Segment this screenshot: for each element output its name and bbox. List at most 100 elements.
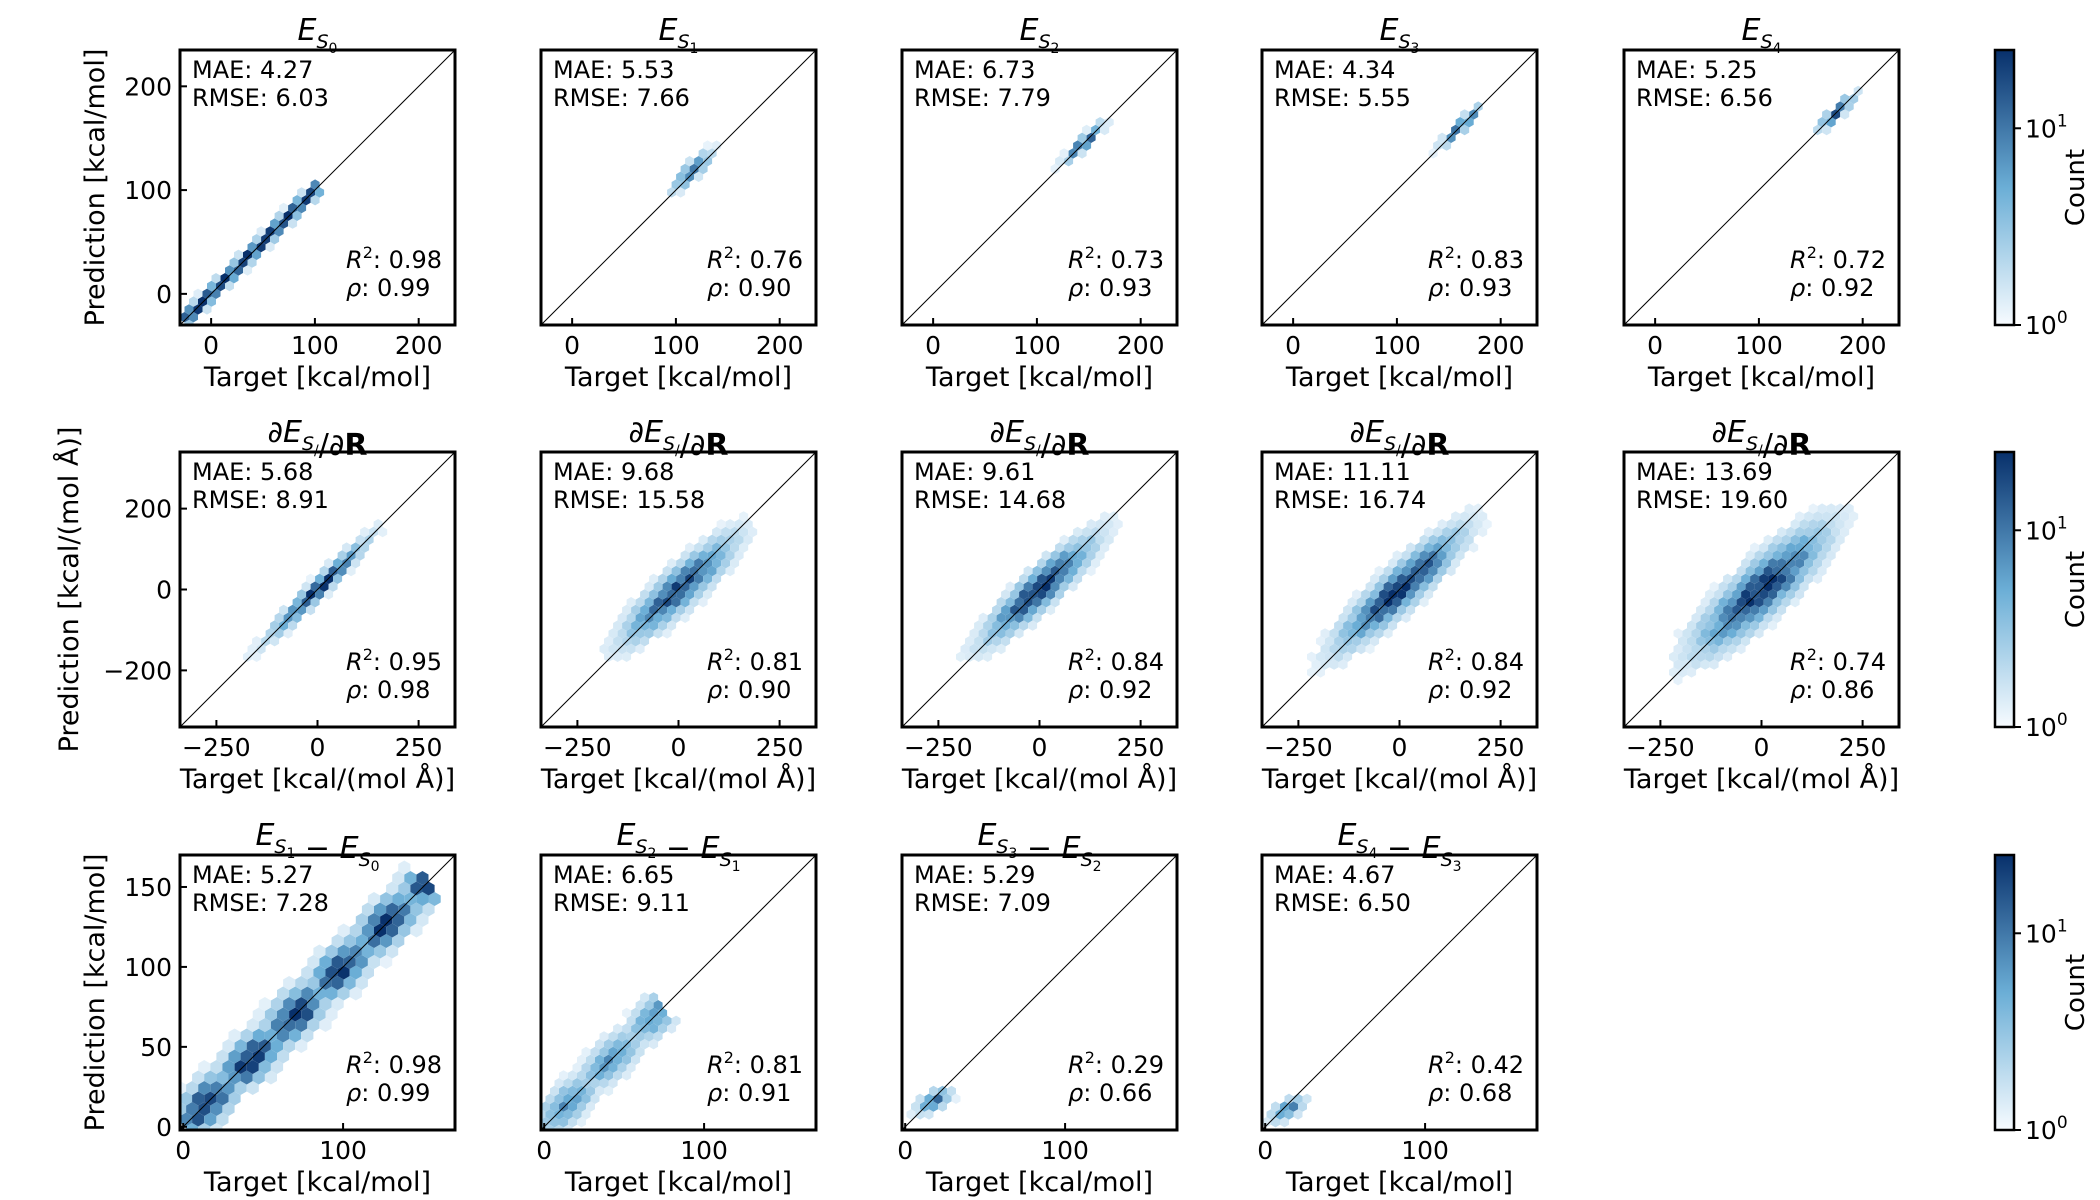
colorbar-gradient [1993,853,2016,1132]
hexbin-cell [380,892,393,906]
hexbin-cell [331,955,344,969]
hexbin-cell [1424,526,1434,538]
hexbin-cell [1723,589,1733,600]
hexbin-cell [1714,636,1724,647]
hexbin-cell [671,597,681,608]
hexbin-cell [640,992,650,1003]
hexbin-cell [392,892,405,906]
hexbin-cell [331,976,344,990]
hexbin-cell [1813,511,1823,522]
hexbin-cell [586,1085,595,1097]
hexbin-cell [252,1070,265,1085]
hexbin-cell [1772,565,1782,577]
hexbin-cell [1374,597,1384,608]
panel-title: ES4 [1742,13,1782,57]
hexbin-cell [1822,526,1832,538]
hexbin-cell [1745,612,1755,623]
hexbin-cell [1844,503,1854,514]
hexbin-cell [386,923,399,938]
hexbin-cell [367,913,381,927]
hexbin-cell [613,1039,623,1050]
hexbin-cell [315,187,325,198]
hexbin-cell [1019,589,1029,600]
hexbin-cell [1777,542,1787,553]
hexbin-cell [635,1046,645,1058]
colorbar-tick-label: 100 [2025,1113,2068,1145]
rmse-label: RMSE: 7.79 [914,84,1051,112]
hexbin-cell [1383,565,1393,577]
hexbin-cell [1109,511,1119,522]
panel-title: ES0 [298,13,338,57]
colorbar-gradient [1993,450,2016,729]
hexbin-cell [256,643,266,655]
hexbin-cell [1068,581,1078,592]
x-tick-label: 100 [652,331,700,360]
hexbin-cell [974,620,984,631]
hexbin-cell [1046,589,1056,600]
hexbin-cell [283,997,296,1011]
hexbin-cell [1316,636,1325,647]
hexbin-cell [1037,589,1047,600]
hexbin-cell [725,550,735,561]
hexbin-cell [1700,628,1710,639]
hexbin-cell [680,612,690,623]
hexbin-cell [559,1070,568,1081]
hexbin-cell [608,1031,618,1042]
hexbin-cell [1478,526,1488,538]
hexbin-cell [292,612,302,623]
hexbin-cell [1473,519,1483,530]
hexbin-cell [1808,519,1818,530]
hexbin-cell [644,1031,654,1042]
hexbin-cell [599,643,609,655]
hexbin-cell [1032,597,1042,608]
r2-label: R2: 0.98 [346,243,442,274]
hexbin-cell [1424,542,1434,553]
hexbin-cell [1790,534,1800,545]
y-axis-label: Prediction [kcal/(mol Å)] [53,427,85,753]
hexbin-cell [1077,132,1087,143]
rho-label: ρ: 0.86 [1790,676,1874,704]
hexbin-cell [685,558,695,569]
hexbin-cell [256,241,266,253]
hexbin-cell [289,1028,302,1043]
rho-label: ρ: 0.93 [1068,274,1152,302]
hexbin-cell [1460,526,1470,538]
x-axis-label: Target [kcal/(mol Å)] [179,763,455,795]
rho-label: ρ: 0.99 [346,1079,430,1107]
hexbin-cell [604,636,614,647]
hexbin-cell [1840,109,1850,120]
x-tick-label: −250 [904,733,973,762]
hexbin-cell [694,589,704,600]
hexbin-cell [915,1109,925,1120]
hexbin-cell [703,573,713,584]
rho-label: ρ: 0.92 [1790,274,1874,302]
hexbin-cell [351,542,361,553]
rmse-label: RMSE: 9.11 [553,889,690,917]
colorbar-tick-label: 101 [2025,513,2068,545]
hexbin-cell [192,1070,205,1085]
identity-line [180,50,455,325]
hexbin-cell [1808,565,1818,577]
x-axis-label: Target [kcal/mol] [564,362,792,393]
hexbin-cell [1001,636,1011,647]
hexbin-cell [1356,612,1366,623]
hexbin-cell [1822,511,1832,522]
hexbin-cell [1813,526,1823,538]
r2-label: R2: 0.84 [1068,645,1164,676]
hexbin-cell [1329,643,1339,655]
hexbin-cell [716,519,726,530]
mae-label: MAE: 5.53 [553,56,674,84]
y-tick-label: 0 [156,1113,172,1142]
hexbin-cell [1001,604,1011,616]
hexbin-cell [1799,550,1809,561]
hexbin-cell [1682,643,1692,655]
hexbin-cell [380,913,393,927]
hexbin-cell [222,1102,235,1116]
hexbin-cell [1723,636,1733,647]
hexbin-cell [1415,573,1425,584]
hexbin-cell [545,1093,555,1104]
hexbin-cell [378,526,388,538]
hexbin-cell [180,312,189,323]
hexbin-cell [1446,519,1456,530]
